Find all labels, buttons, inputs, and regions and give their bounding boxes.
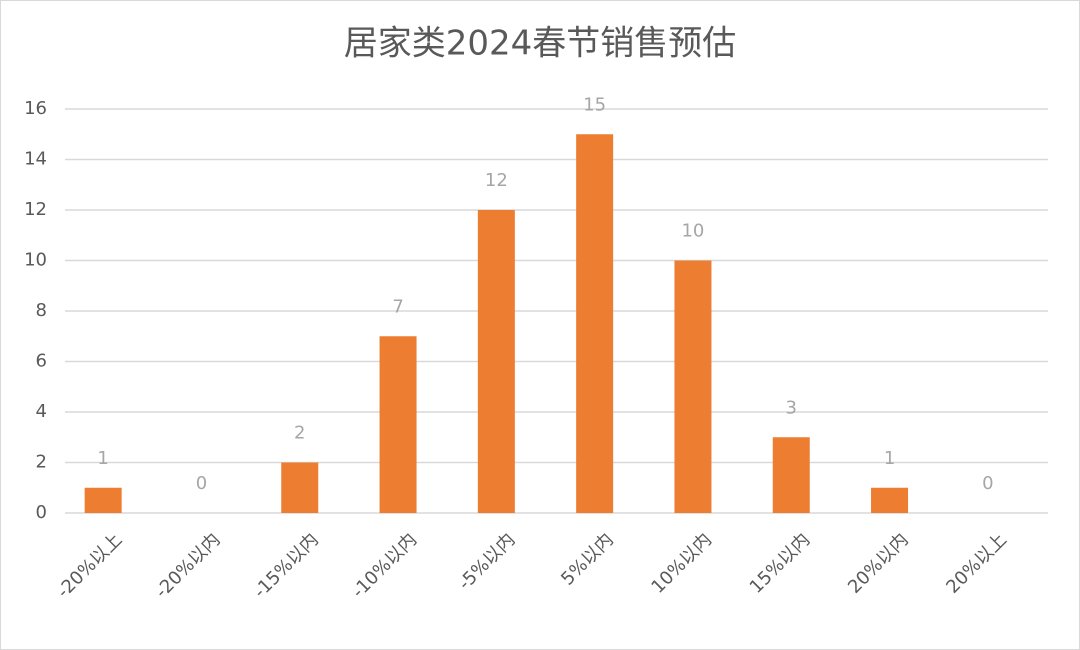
y-tick-label: 6 [36, 351, 47, 372]
y-tick-label: 8 [36, 300, 47, 321]
data-label: 7 [392, 296, 403, 317]
data-label: 10 [681, 221, 704, 242]
bar [576, 134, 614, 513]
y-tick-label: 16 [24, 98, 47, 119]
y-tick-label: 4 [36, 401, 47, 422]
data-label: 1 [97, 448, 108, 469]
data-label: 3 [786, 397, 797, 418]
bar [84, 487, 122, 513]
y-tick-label: 10 [24, 250, 47, 271]
bar [477, 210, 515, 513]
bar [871, 487, 909, 513]
data-label: 0 [982, 473, 993, 494]
data-label: 1 [884, 448, 895, 469]
bar [379, 336, 417, 513]
data-label: 15 [583, 94, 606, 115]
y-tick-label: 2 [36, 452, 47, 473]
y-tick-label: 14 [24, 149, 47, 170]
bar [281, 462, 319, 513]
y-tick-label: 0 [36, 502, 47, 523]
data-label: 12 [485, 170, 508, 191]
bar [772, 437, 810, 513]
y-tick-label: 12 [24, 199, 47, 220]
bar [674, 260, 712, 513]
data-label: 2 [294, 423, 305, 444]
chart-title: 居家类2024春节销售预估 [344, 24, 737, 64]
data-label: 0 [196, 473, 207, 494]
